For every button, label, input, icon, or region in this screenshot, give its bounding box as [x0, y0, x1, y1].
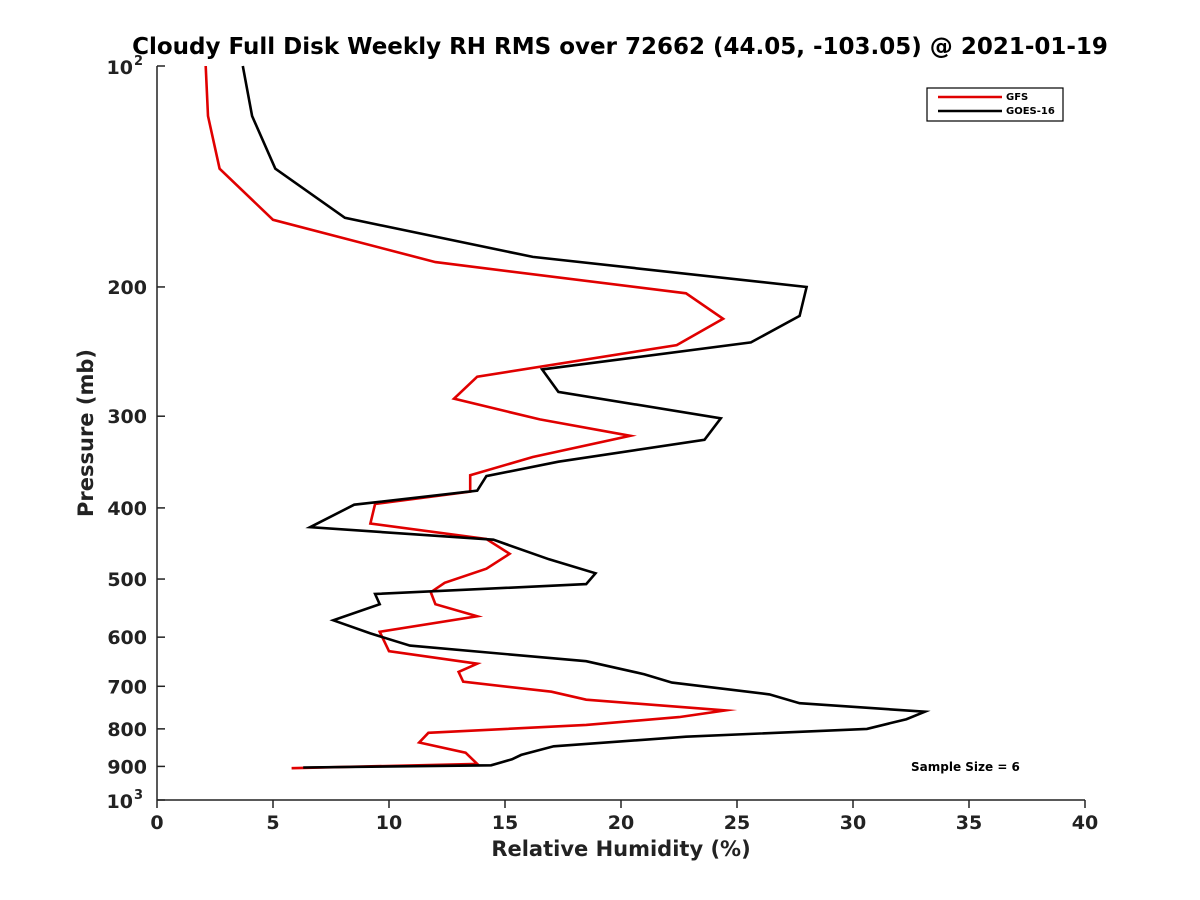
x-tick-label-6: 30: [840, 812, 866, 834]
y-tick-label-9: 10 3: [107, 788, 144, 813]
y-tick-label-4: 500: [107, 569, 147, 591]
y-tick-label-5: 600: [107, 627, 147, 649]
legend-label-goes16: GOES-16: [1006, 106, 1055, 117]
x-tick-label-2: 10: [376, 812, 402, 834]
y-tick-base-9: 10: [107, 791, 133, 813]
sample-size-annotation: Sample Size = 6: [911, 760, 1020, 774]
y-tick-label-0: 10 2: [107, 54, 144, 79]
y-axis-label: Pressure (mb): [74, 349, 98, 517]
y-tick-base-0: 10: [107, 57, 133, 79]
y-tick-label-7: 800: [107, 719, 147, 741]
legend-label-gfs: GFS: [1006, 92, 1028, 103]
series-line-gfs: [204, 65, 738, 770]
x-tick-label-1: 5: [266, 812, 279, 834]
plot-lines: [204, 65, 931, 770]
x-tick-label-3: 15: [492, 812, 518, 834]
x-tick-label-4: 20: [608, 812, 634, 834]
x-axis-label: Relative Humidity (%): [491, 837, 750, 861]
series-line-goes16: [241, 65, 931, 769]
x-tick-label-8: 40: [1072, 812, 1098, 834]
chart-title: Cloudy Full Disk Weekly RH RMS over 7266…: [132, 34, 1108, 60]
x-tick-label-7: 35: [956, 812, 982, 834]
legend: GFS GOES-16: [926, 87, 1064, 122]
x-tick-label-0: 0: [150, 812, 163, 834]
y-tick-exp-9: 3: [134, 788, 143, 803]
y-tick-exp-0: 2: [134, 54, 143, 69]
y-tick-label-2: 300: [107, 406, 147, 428]
x-axis-ticks: 0 5 10 15 20 25 30 35 40: [150, 800, 1098, 834]
legend-box: [926, 87, 1064, 122]
y-tick-label-1: 200: [107, 277, 147, 299]
x-tick-label-5: 25: [724, 812, 750, 834]
y-tick-label-8: 900: [107, 756, 147, 778]
y-tick-label-6: 700: [107, 676, 147, 698]
y-tick-label-3: 400: [107, 498, 147, 520]
